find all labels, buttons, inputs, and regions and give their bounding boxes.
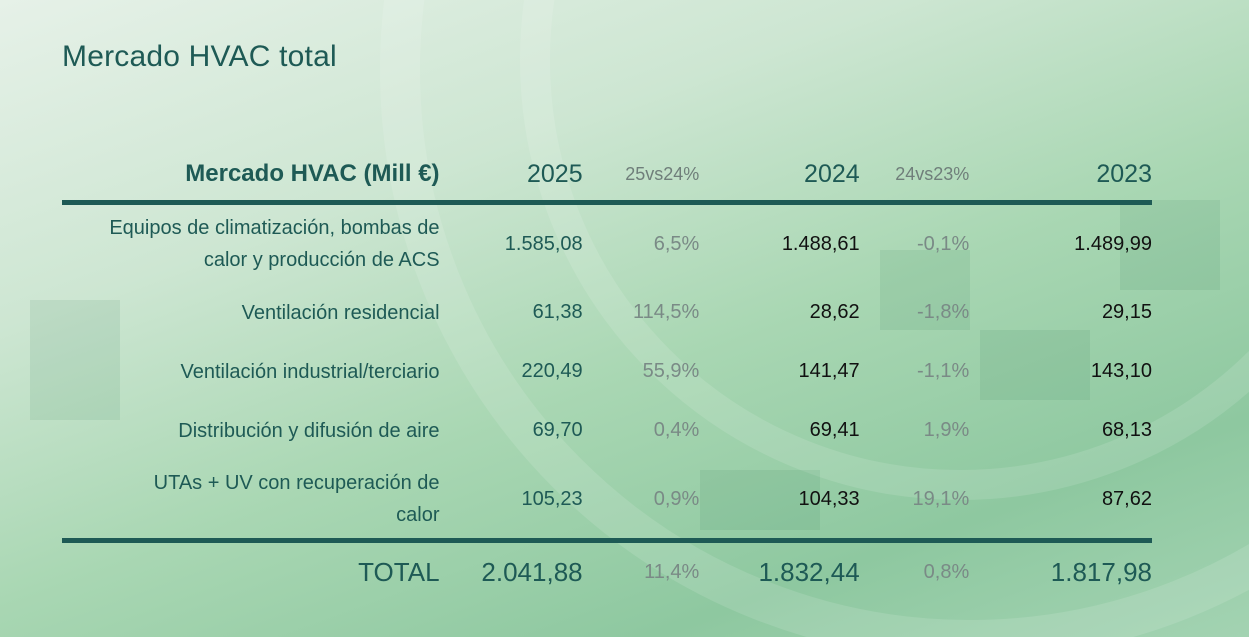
change-24vs23: -1,8% xyxy=(917,301,970,323)
row-label: Ventilación industrial/terciario xyxy=(180,360,440,383)
header-25vs24: 25vs24% xyxy=(582,148,700,205)
header-2025: 2025 xyxy=(439,148,583,205)
header-category: Mercado HVAC (Mill €) xyxy=(62,148,440,205)
table-row: Distribución y difusión de aire 69,70 0,… xyxy=(62,401,1152,460)
row-label: Distribución y difusión de aire xyxy=(178,419,440,442)
hvac-market-table: Mercado HVAC (Mill €) 2025 25vs24% 2024 … xyxy=(62,148,1152,601)
value-2024: 28,62 xyxy=(809,301,860,323)
table-header-row: Mercado HVAC (Mill €) 2025 25vs24% 2024 … xyxy=(62,148,1152,205)
total-2023: 1.817,98 xyxy=(969,538,1152,601)
table-row: Ventilación industrial/terciario 220,49 … xyxy=(62,342,1153,401)
value-2023: 29,15 xyxy=(1101,301,1152,323)
value-2025: 1.585,08 xyxy=(504,232,583,255)
value-2025: 105,23 xyxy=(521,487,583,510)
change-24vs23: 1,9% xyxy=(923,419,970,441)
value-2025: 220,49 xyxy=(521,360,583,382)
header-2024: 2024 xyxy=(699,148,860,205)
value-2025: 61,38 xyxy=(532,301,583,323)
page-title: Mercado HVAC total xyxy=(62,40,337,73)
header-2023: 2023 xyxy=(969,148,1152,205)
change-25vs24: 6,5% xyxy=(653,232,700,255)
value-2023: 143,10 xyxy=(1090,360,1152,382)
value-2025: 69,70 xyxy=(532,419,583,441)
table-row: Equipos de climatización, bombas de calo… xyxy=(62,203,1152,284)
row-label-line1: UTAs + UV con recuperación de xyxy=(153,472,440,494)
header-24vs23: 24vs23% xyxy=(859,148,970,205)
value-2023: 1.489,99 xyxy=(1074,232,1152,255)
table-row: UTAs + UV con recuperación de calor 105,… xyxy=(62,460,1152,541)
value-2023: 87,62 xyxy=(1101,487,1152,510)
row-label-line1: Equipos de climatización, bombas de xyxy=(109,217,440,239)
row-label: Equipos de climatización, bombas de calo… xyxy=(62,203,440,284)
change-24vs23: -0,1% xyxy=(917,232,970,255)
change-25vs24: 55,9% xyxy=(642,360,700,382)
row-label-line2: calor y producción de ACS xyxy=(203,249,440,271)
value-2024: 104,33 xyxy=(798,487,860,510)
value-2024: 1.488,61 xyxy=(781,232,860,255)
change-25vs24: 0,9% xyxy=(653,487,700,510)
change-24vs23: 19,1% xyxy=(912,487,970,510)
row-label: Ventilación residencial xyxy=(241,301,440,324)
total-label: TOTAL xyxy=(62,538,440,601)
value-2023: 68,13 xyxy=(1101,419,1152,441)
total-change-24vs23: 0,8% xyxy=(859,538,970,601)
row-label-line2: calor xyxy=(396,504,440,526)
change-25vs24: 0,4% xyxy=(653,419,700,441)
total-2025: 2.041,88 xyxy=(439,538,583,601)
change-25vs24: 114,5% xyxy=(632,301,700,323)
value-2024: 141,47 xyxy=(798,360,860,382)
table-row: Ventilación residencial 61,38 114,5% 28,… xyxy=(62,283,1152,342)
total-2024: 1.832,44 xyxy=(699,538,860,601)
total-change-25vs24: 11,4% xyxy=(582,538,700,601)
change-24vs23: -1,1% xyxy=(917,360,970,382)
total-row: TOTAL 2.041,88 11,4% 1.832,44 0,8% 1.817… xyxy=(62,538,1152,601)
value-2024: 69,41 xyxy=(809,419,860,441)
row-label: UTAs + UV con recuperación de calor xyxy=(62,460,440,541)
